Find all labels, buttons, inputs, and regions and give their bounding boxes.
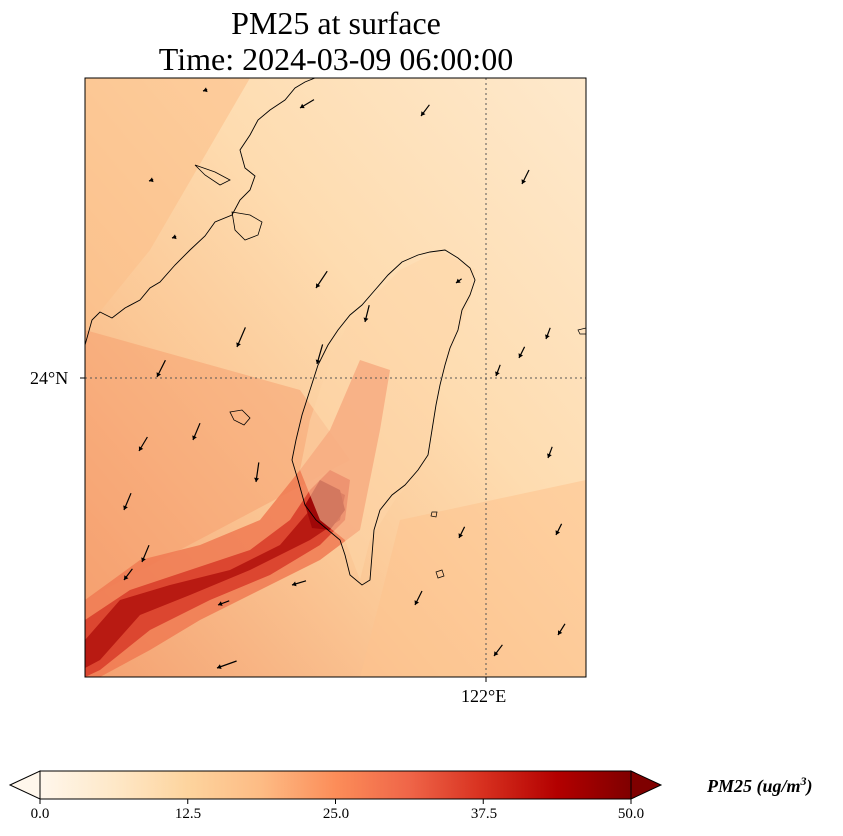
mainland-coastline (85, 78, 316, 346)
pm25-field-patch (300, 250, 475, 580)
colorbar-extend-min (8, 770, 41, 800)
colorbar-gradient (39, 770, 632, 800)
colorbar-title: PM25 (ug/m3) (707, 774, 813, 797)
colorbar-title-close: ) (806, 776, 813, 796)
wind-arrow-head (494, 651, 499, 656)
wind-arrow-head (218, 601, 223, 606)
wind-arrow-head (456, 278, 461, 283)
pm25-field-patch (360, 480, 586, 677)
coastline-island (577, 327, 586, 335)
wind-arrow-head (292, 581, 297, 587)
wind-arrow-head (123, 505, 128, 510)
pm25-field-patch (85, 330, 350, 600)
wind-arrow-head (156, 372, 162, 377)
coastline-inlet (194, 164, 231, 186)
wind-arrow-head (458, 533, 464, 538)
colorbar-tick-label: 37.5 (470, 806, 498, 822)
wind-arrow-head (203, 87, 208, 93)
wind-vector-field (123, 87, 566, 670)
wind-arrow-head (363, 317, 369, 322)
wind-arrow-head (495, 371, 500, 376)
taiwan-coastline (291, 249, 476, 586)
coastline-island (435, 569, 445, 579)
wind-arrow-head (315, 359, 321, 364)
wind-arrow-head (217, 664, 222, 670)
coastline-island (231, 211, 263, 241)
wind-arrow-head (518, 353, 524, 358)
wind-arrow-head (124, 575, 129, 580)
colorbar-title-sup: 3 (800, 774, 807, 788)
pm25-plume-core (85, 485, 345, 668)
map-title-line1: PM25 at surface (231, 5, 441, 41)
wind-arrow-head (521, 179, 527, 184)
wind-arrow-head (414, 600, 420, 605)
colorbar-tick-label: 12.5 (174, 806, 202, 822)
colorbar (8, 770, 663, 804)
wind-arrow-head (558, 630, 563, 635)
wind-arrow-head (254, 477, 260, 482)
coastline-island (430, 511, 438, 518)
wind-arrow-head (138, 446, 144, 451)
wind-arrow-head (236, 342, 241, 347)
map-title-line2: Time: 2024-03-09 06:00:00 (158, 41, 514, 77)
wind-arrow-head (547, 453, 552, 458)
penghu-island (229, 409, 251, 426)
lat-tick-label: 24°N (30, 368, 69, 388)
colorbar-tick-label: 0.0 (30, 806, 50, 822)
colorbar-tick-label: 50.0 (617, 806, 645, 822)
wind-arrow-head (421, 111, 426, 116)
pm25-field-patch (85, 78, 250, 330)
colorbar-tick-label: 25.0 (322, 806, 350, 822)
colorbar-extend-max (630, 770, 663, 800)
wind-arrow-head (555, 530, 561, 535)
map-panel (80, 77, 587, 682)
wind-arrow-head (192, 435, 197, 440)
wind-arrow-head (149, 177, 154, 183)
wind-arrow-head (316, 283, 321, 288)
wind-arrow-head (141, 557, 146, 562)
wind-arrow-head (300, 103, 305, 109)
lon-tick-label: 122°E (461, 686, 507, 706)
colorbar-title-main: PM25 (ug/m (707, 776, 801, 796)
wind-arrow-head (545, 334, 550, 339)
wind-arrow-head (172, 234, 177, 240)
